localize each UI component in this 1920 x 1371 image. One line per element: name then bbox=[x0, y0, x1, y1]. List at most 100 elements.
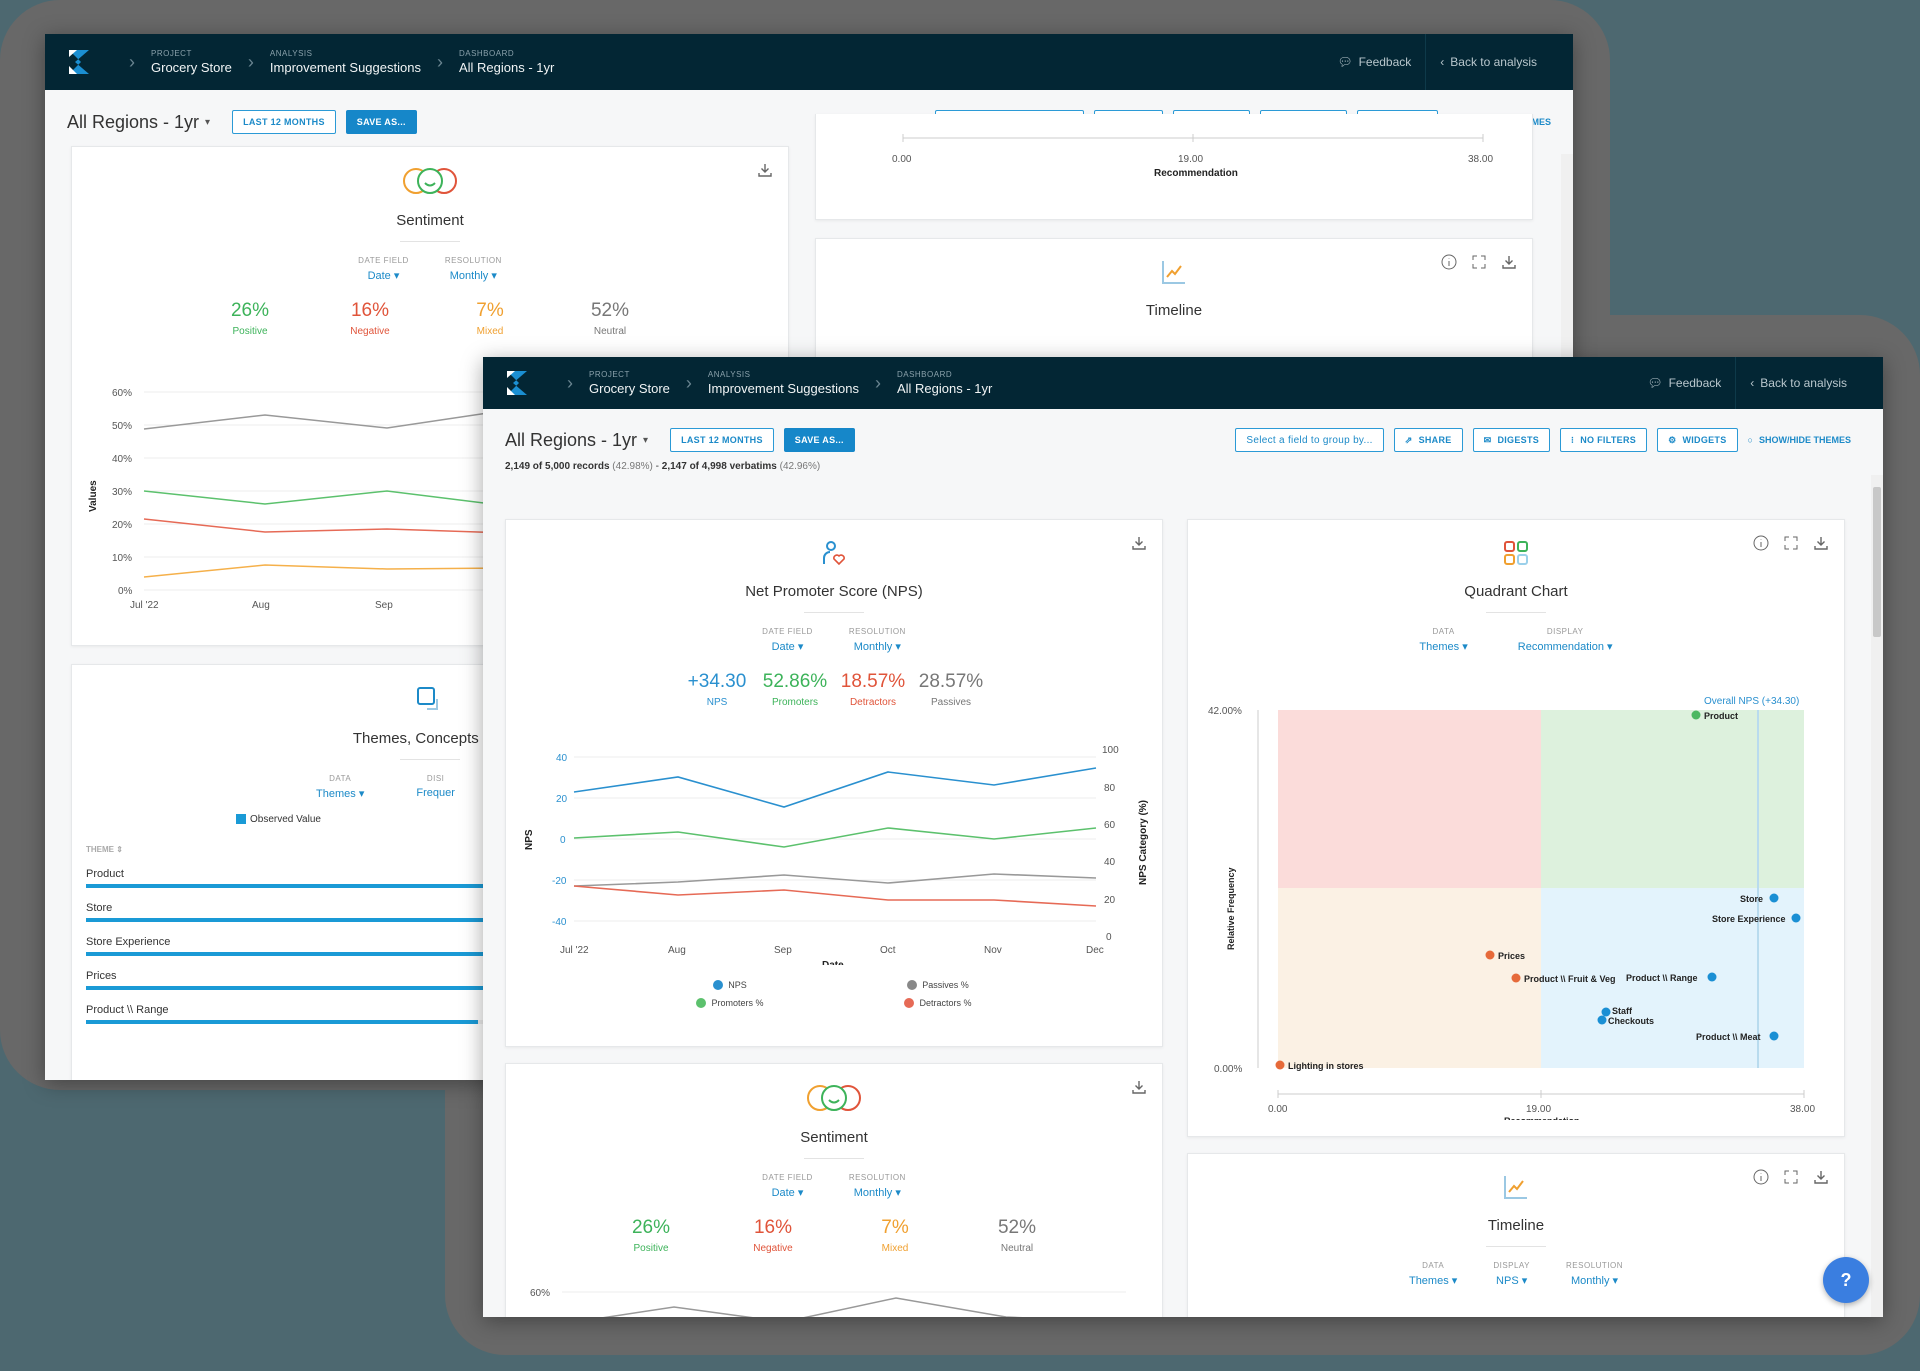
expand-icon[interactable] bbox=[1782, 534, 1800, 557]
download-icon[interactable] bbox=[1812, 1168, 1830, 1191]
digests-label: DIGESTS bbox=[1497, 435, 1540, 445]
svg-text:60: 60 bbox=[1104, 820, 1116, 831]
svg-text:Sep: Sep bbox=[774, 945, 792, 956]
topbar: › PROJECT Grocery Store › ANALYSIS Impro… bbox=[45, 34, 1573, 90]
display-dropdown[interactable]: DISI Frequer bbox=[416, 774, 455, 800]
legend-nps[interactable]: NPS bbox=[626, 980, 834, 990]
scrollbar-thumb[interactable] bbox=[1873, 487, 1881, 637]
legend-passives[interactable]: Passives % bbox=[834, 980, 1042, 990]
breadcrumb-dashboard[interactable]: DASHBOARD All Regions - 1yr bbox=[897, 370, 992, 396]
dashboard-title-dropdown[interactable]: All Regions - 1yr ▾ bbox=[67, 112, 210, 133]
dashboard-title-dropdown[interactable]: All Regions - 1yr ▾ bbox=[505, 430, 648, 451]
stat-label: Positive bbox=[633, 1243, 669, 1254]
svg-text:40: 40 bbox=[1104, 857, 1116, 868]
resolution-dropdown[interactable]: RESOLUTION Monthly ▾ bbox=[1566, 1261, 1623, 1287]
caret-down-icon: ▾ bbox=[1607, 641, 1613, 653]
ctrl-label: DATA bbox=[1422, 1261, 1445, 1270]
svg-text:Aug: Aug bbox=[668, 945, 686, 956]
last-12-months-button[interactable]: LAST 12 MONTHS bbox=[670, 428, 774, 452]
legend-label: Passives % bbox=[922, 980, 969, 990]
download-icon[interactable] bbox=[1130, 1078, 1148, 1101]
feedback-button[interactable]: 💬︎ Feedback bbox=[1323, 34, 1427, 90]
divider bbox=[1486, 612, 1546, 613]
back-to-analysis-button[interactable]: ‹ Back to analysis bbox=[1426, 34, 1551, 90]
download-icon[interactable] bbox=[1812, 534, 1830, 557]
breadcrumb-project[interactable]: PROJECT Grocery Store bbox=[151, 49, 232, 75]
info-icon[interactable] bbox=[1440, 253, 1458, 276]
download-icon[interactable] bbox=[756, 161, 774, 184]
svg-text:60%: 60% bbox=[112, 388, 132, 399]
digests-button[interactable]: ✉ DIGESTS bbox=[1472, 428, 1551, 452]
nps-card: Net Promoter Score (NPS) DATE FIELD Date… bbox=[505, 519, 1163, 1047]
widgets-button[interactable]: ⚙ WIDGETS bbox=[1657, 428, 1738, 452]
svg-text:0.00: 0.00 bbox=[892, 154, 912, 165]
gear-icon: ⚙ bbox=[1668, 434, 1677, 445]
crumb-label: DASHBOARD bbox=[896, 370, 953, 379]
stat-label: Negative bbox=[753, 1243, 793, 1254]
download-icon[interactable] bbox=[1500, 253, 1518, 276]
save-as-button[interactable]: SAVE AS... bbox=[345, 110, 417, 134]
legend-dot bbox=[907, 980, 918, 990]
data-dropdown[interactable]: DATA Themes ▾ bbox=[316, 774, 364, 800]
info-icon[interactable] bbox=[1752, 534, 1770, 557]
last-12-months-button[interactable]: LAST 12 MONTHS bbox=[232, 110, 336, 134]
info-icon[interactable] bbox=[1752, 1168, 1770, 1191]
stat-value: 26% bbox=[230, 300, 270, 321]
ctrl-label: DATA bbox=[1432, 627, 1455, 636]
resolution-dropdown[interactable]: RESOLUTION Monthly ▾ bbox=[849, 1173, 906, 1199]
expand-icon[interactable] bbox=[1470, 253, 1488, 276]
stat-value: 7% bbox=[476, 300, 504, 321]
logo-icon[interactable] bbox=[67, 48, 91, 76]
group-by-select[interactable]: Select a field to group by... bbox=[1235, 428, 1384, 452]
stat-value: 52% bbox=[997, 1217, 1037, 1238]
expand-icon[interactable] bbox=[1782, 1168, 1800, 1191]
download-icon[interactable] bbox=[1130, 534, 1148, 557]
column-header-theme[interactable]: THEME ⇕ bbox=[86, 845, 123, 854]
data-dropdown[interactable]: DATA Themes ▾ bbox=[1419, 627, 1467, 653]
svg-text:Oct: Oct bbox=[880, 945, 896, 956]
resolution-dropdown[interactable]: RESOLUTION Monthly ▾ bbox=[445, 256, 502, 282]
ctrl-value: Themes bbox=[316, 788, 356, 800]
legend-promoters[interactable]: Promoters % bbox=[626, 998, 834, 1008]
date-field-dropdown[interactable]: DATE FIELD Date ▾ bbox=[358, 256, 409, 282]
legend-detractors[interactable]: Detractors % bbox=[834, 998, 1042, 1008]
feedback-button[interactable]: 💬︎ Feedback bbox=[1633, 357, 1737, 409]
stat-detractors: 18.57% Detractors bbox=[838, 671, 908, 708]
back-to-analysis-button[interactable]: ‹ Back to analysis bbox=[1736, 357, 1861, 409]
date-field-dropdown[interactable]: DATE FIELD Date ▾ bbox=[762, 1173, 813, 1199]
svg-text:-20: -20 bbox=[552, 876, 567, 887]
legend-label: NPS bbox=[728, 980, 747, 990]
observed-bar bbox=[86, 986, 541, 990]
stat-mixed: 7% Mixed bbox=[860, 1217, 930, 1254]
stat-positive: 26% Positive bbox=[215, 300, 285, 337]
caret-down-icon: ▾ bbox=[1521, 1275, 1528, 1287]
sentiment-faces-icon bbox=[403, 168, 457, 194]
svg-text:0%: 0% bbox=[118, 586, 133, 597]
logo-icon[interactable] bbox=[505, 369, 529, 397]
no-filters-button[interactable]: ⁝ NO FILTERS bbox=[1560, 428, 1648, 452]
share-button[interactable]: ⇗ SHARE bbox=[1393, 428, 1463, 452]
display-dropdown[interactable]: DISPLAY NPS ▾ bbox=[1493, 1261, 1530, 1287]
theme-name: Prices bbox=[86, 970, 117, 982]
breadcrumb-analysis[interactable]: ANALYSIS Improvement Suggestions bbox=[270, 49, 421, 75]
save-as-button[interactable]: SAVE AS... bbox=[783, 428, 855, 452]
help-chat-button[interactable]: ? bbox=[1823, 1257, 1869, 1303]
stat-value: 26% bbox=[631, 1217, 671, 1238]
ctrl-value: Date bbox=[771, 641, 795, 653]
chevron-right-icon: › bbox=[129, 51, 135, 72]
stat-value: 16% bbox=[350, 300, 390, 321]
resolution-dropdown[interactable]: RESOLUTION Monthly ▾ bbox=[849, 627, 906, 653]
scrollbar[interactable] bbox=[1871, 475, 1883, 1317]
breadcrumb-project[interactable]: PROJECT Grocery Store bbox=[589, 370, 670, 396]
show-hide-themes-button[interactable]: ○ SHOW/HIDE THEMES bbox=[1748, 435, 1851, 445]
stat-value: 28.57% bbox=[918, 671, 984, 692]
chevron-down-icon: ▾ bbox=[643, 434, 649, 446]
svg-text:Date: Date bbox=[822, 960, 844, 965]
date-field-dropdown[interactable]: DATE FIELD Date ▾ bbox=[762, 627, 813, 653]
breadcrumb-analysis[interactable]: ANALYSIS Improvement Suggestions bbox=[708, 370, 859, 396]
data-dropdown[interactable]: DATA Themes ▾ bbox=[1409, 1261, 1457, 1287]
svg-text:20: 20 bbox=[556, 794, 568, 805]
caret-down-icon: ▾ bbox=[491, 270, 497, 282]
breadcrumb-dashboard[interactable]: DASHBOARD All Regions - 1yr bbox=[459, 49, 554, 75]
display-dropdown[interactable]: DISPLAY Recommendation ▾ bbox=[1518, 627, 1613, 653]
